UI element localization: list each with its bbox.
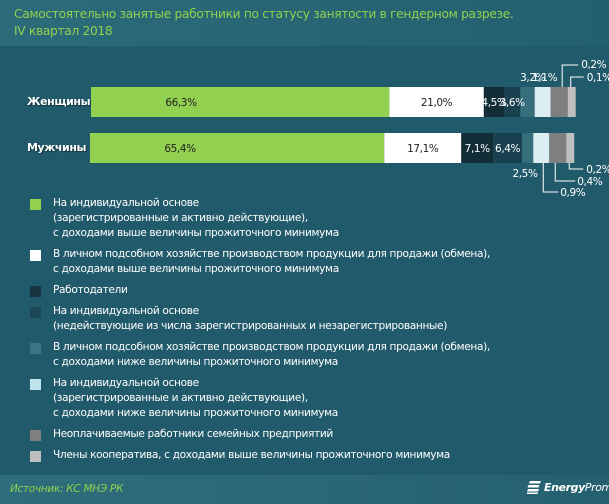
- leader-line-women-6: [561, 64, 579, 87]
- stacked-bar-chart: 66,3% 21,0% 4,5%3,6% 65,4% 17,1% 7,1% 6,4% 3,2%…: [90, 59, 609, 199]
- legend-swatch: [30, 451, 41, 462]
- bar-segment-women-0: [91, 87, 390, 117]
- legend-swatch: [30, 307, 41, 318]
- data-label-men-4: 2,5%: [512, 168, 537, 180]
- data-label-men-7: 0,2%: [586, 164, 609, 176]
- category-label-women: Женщины: [27, 95, 91, 108]
- footer-band: [0, 475, 609, 504]
- data-label-women-2: 4,5%: [481, 97, 506, 109]
- legend-item: В личном подсобном хозяйстве производств…: [30, 247, 590, 277]
- bar-segment-men-3: [493, 133, 522, 163]
- category-label-men: Мужчины: [27, 141, 87, 154]
- data-label-men-5: 0,9%: [560, 187, 585, 199]
- logo-icon: [527, 481, 541, 494]
- energyprom-logo: EnergyProm: [527, 481, 609, 494]
- legend-label: Неоплачиваемые работники семейных предпр…: [53, 428, 333, 440]
- chart-legend: На индивидуальной основе (зарегистрирова…: [30, 196, 590, 469]
- bar-segment-women-3: [504, 87, 521, 117]
- bar-segment-women-6: [550, 87, 568, 117]
- chart-title: Самостоятельно занятые работники по стат…: [14, 6, 514, 40]
- legend-item: Неоплачиваемые работники семейных предпр…: [30, 427, 590, 442]
- legend-label: Работодатели: [53, 284, 128, 296]
- legend-swatch: [30, 286, 41, 297]
- bar-segment-men-4: [522, 133, 534, 163]
- leader-line-women-7: [570, 76, 584, 87]
- leader-line-men-7: [568, 163, 584, 170]
- legend-swatch: [30, 343, 41, 354]
- legend-item: На индивидуальной основе (зарегистрирова…: [30, 376, 590, 421]
- legend-label: В личном подсобном хозяйстве производств…: [53, 341, 490, 368]
- bar-segment-men-7: [566, 133, 575, 163]
- bar-segment-women-5: [534, 87, 551, 117]
- legend-item: На индивидуальной основе (недействующие …: [30, 304, 590, 334]
- logo-text-bold: Energy: [544, 481, 585, 494]
- source-note: Источник: КС МНЭ РК: [10, 483, 124, 495]
- data-label-men-0: 65,4%: [164, 143, 196, 155]
- legend-swatch: [30, 199, 41, 210]
- leader-line-men-6: [554, 163, 576, 182]
- legend-swatch: [30, 250, 41, 261]
- legend-label: Члены кооператива, с доходами выше велич…: [53, 449, 450, 461]
- title-line-1: Самостоятельно занятые работники по стат…: [14, 7, 514, 21]
- legend-label: На индивидуальной основе (зарегистрирова…: [53, 377, 338, 419]
- bar-segment-men-6: [549, 133, 567, 163]
- data-label-women-7: 0,1%: [587, 72, 609, 84]
- bar-segment-women-7: [567, 87, 576, 117]
- bar-segment-women-1: [389, 87, 484, 117]
- data-label-women-4: 3,2%: [520, 72, 545, 84]
- legend-label: На индивидуальной основе (зарегистрирова…: [53, 197, 339, 239]
- title-band: [0, 0, 609, 46]
- leader-line-men-5: [542, 163, 559, 193]
- legend-swatch: [30, 430, 41, 441]
- bar-segment-women-2: [483, 87, 505, 117]
- bar-segment-men-5: [533, 133, 550, 163]
- legend-item: На индивидуальной основе (зарегистрирова…: [30, 196, 590, 241]
- bar-segment-women-4: [520, 87, 535, 117]
- data-label-men-1: 17,1%: [407, 143, 439, 155]
- bar-segment-men-1: [384, 133, 462, 163]
- data-label-women-0: 66,3%: [165, 97, 197, 109]
- legend-item: В личном подсобном хозяйстве производств…: [30, 340, 590, 370]
- legend-item: Члены кооператива, с доходами выше велич…: [30, 448, 590, 463]
- legend-item: Работодатели: [30, 283, 590, 298]
- data-label-women-3: 3,6%: [500, 97, 525, 109]
- logo-text-rest: Prom: [584, 481, 609, 494]
- data-label-men-2: 7,1%: [465, 143, 490, 155]
- legend-label: На индивидуальной основе (недействующие …: [53, 305, 448, 332]
- data-label-men-6: 0,4%: [577, 176, 602, 188]
- bar-segment-men-2: [461, 133, 494, 163]
- data-label-men-3: 6,4%: [495, 143, 520, 155]
- legend-label: В личном подсобном хозяйстве производств…: [53, 248, 490, 275]
- legend-swatch: [30, 379, 41, 390]
- bar-segment-men-0: [90, 133, 385, 163]
- data-label-women-5: 1,1%: [532, 72, 557, 84]
- data-label-women-1: 21,0%: [421, 97, 453, 109]
- data-label-women-6: 0,2%: [581, 59, 606, 71]
- title-line-2: IV квартал 2018: [14, 24, 113, 38]
